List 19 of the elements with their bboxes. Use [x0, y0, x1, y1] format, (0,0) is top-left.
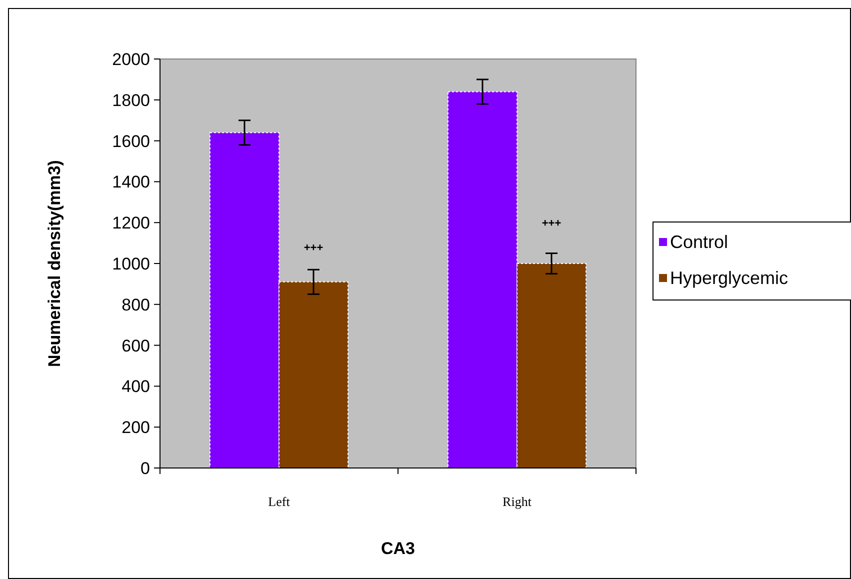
y-tick-label: 1400: [112, 172, 150, 192]
x-axis-title: CA3: [380, 539, 416, 558]
y-tick-label: 2000: [112, 50, 150, 69]
x-tick-label: Right: [502, 494, 532, 509]
annotation: +++: [542, 218, 562, 230]
legend-label: Control: [670, 232, 728, 252]
y-tick-label: 1200: [112, 214, 150, 233]
y-tick-label: 800: [122, 295, 150, 314]
legend-label: Hyperglycemic: [670, 268, 788, 288]
y-tick-label: 0: [140, 459, 150, 478]
y-tick-label: 1800: [112, 90, 150, 110]
y-tick-label: 1000: [112, 254, 150, 274]
y-tick-label: 400: [122, 377, 150, 396]
y-tick-label: 600: [122, 336, 150, 356]
y-tick-label: 200: [122, 418, 150, 438]
y-axis-title: Neumerical density(mm3): [45, 160, 64, 367]
y-tick-label: 1600: [112, 132, 150, 151]
annotation: +++: [304, 242, 324, 254]
x-tick-label: Left: [268, 494, 290, 509]
